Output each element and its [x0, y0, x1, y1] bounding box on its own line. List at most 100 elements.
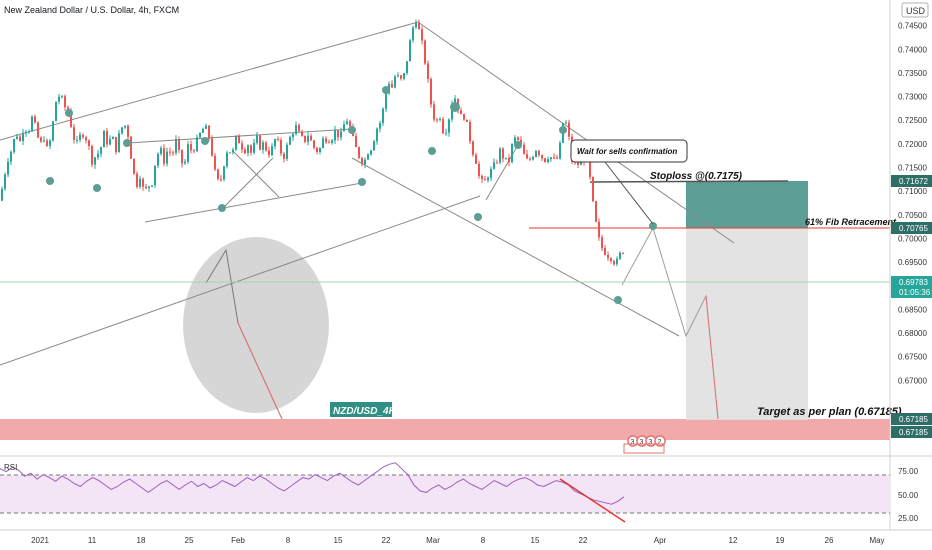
candle-body: [511, 144, 513, 163]
candle-body: [409, 40, 411, 62]
candle-body: [292, 133, 294, 138]
candle-body: [427, 63, 429, 79]
candle-body: [136, 173, 138, 187]
candle-body: [214, 155, 216, 170]
candle-body: [235, 135, 237, 150]
candle-body: [232, 149, 234, 153]
stoploss-line: [589, 180, 789, 183]
candle-body: [253, 142, 255, 153]
candle-body: [160, 148, 162, 154]
candle-body: [298, 125, 300, 132]
price-label-box: [891, 222, 932, 234]
time-tick: 2021: [31, 536, 49, 545]
time-tick: 8: [481, 536, 486, 545]
candle-body: [523, 144, 525, 155]
trade-box: [686, 228, 808, 420]
candle-body: [349, 121, 351, 127]
event-badge-label: 3: [649, 439, 653, 446]
price-tick: 0.73000: [898, 93, 927, 102]
candle-body: [10, 151, 12, 162]
candle-body: [55, 101, 57, 122]
price-tick: 0.71000: [898, 187, 927, 196]
candle-body: [505, 157, 507, 159]
pivot-marker: [358, 178, 366, 186]
candle-body: [367, 154, 369, 160]
candle-body: [355, 135, 357, 148]
candle-body: [265, 142, 267, 151]
candle-body: [622, 252, 624, 254]
candle-body: [130, 136, 132, 159]
target-label: Target as per plan (0.67185): [757, 406, 902, 418]
candle-body: [418, 22, 420, 30]
candle-body: [220, 178, 222, 180]
candle-body: [475, 154, 477, 164]
candle-body: [397, 75, 399, 77]
candle-body: [124, 125, 126, 128]
candle-body: [595, 201, 597, 222]
candle-body: [442, 118, 444, 134]
time-axis: 2021 11 18 25 Feb 8 15 22 Mar 8 15 22 Apr 12 19 26 May: [31, 536, 884, 545]
candle-body: [274, 139, 276, 147]
candle-body: [19, 136, 21, 142]
candle-body: [115, 136, 117, 153]
rsi-tick: 50.00: [898, 491, 919, 500]
currency-badge-box[interactable]: [901, 2, 929, 18]
candle-body: [70, 111, 72, 128]
candle-body: [301, 131, 303, 136]
candle-body: [424, 40, 426, 64]
candle-body: [49, 140, 51, 146]
candle-body: [331, 140, 333, 143]
candle-body: [601, 237, 603, 249]
time-tick: 19: [776, 536, 785, 545]
candle-body: [364, 159, 366, 165]
candle-body: [499, 148, 501, 163]
current-price: 0.69783: [899, 278, 928, 287]
candle-body: [577, 161, 579, 165]
candle-body: [118, 133, 120, 153]
candle-body: [370, 150, 372, 155]
candle-body: [16, 136, 18, 139]
candle-body: [385, 93, 387, 109]
candle-body: [460, 110, 462, 115]
candle-body: [157, 153, 159, 166]
candle-body: [4, 174, 6, 189]
candle-body: [445, 132, 447, 134]
time-tick: 8: [286, 536, 291, 545]
price-tick: 0.70500: [898, 211, 927, 220]
pivot-marker: [46, 177, 54, 185]
candle-body: [553, 157, 555, 159]
pivot-marker: [614, 296, 622, 304]
candle-body: [61, 96, 63, 98]
candle-body: [259, 135, 261, 150]
candle-body: [478, 163, 480, 176]
candle-body: [46, 140, 48, 146]
time-tick: 11: [88, 536, 97, 545]
trend-lines: [0, 21, 735, 366]
candle-body: [403, 73, 405, 79]
pair-tag: NZD/USD_4HR: [333, 406, 404, 417]
candle-body: [1, 188, 3, 201]
price-label-box: [891, 175, 932, 187]
candle-body: [184, 161, 186, 164]
candle-body: [109, 138, 111, 145]
time-tick: May: [869, 536, 884, 545]
pattern-circle: [183, 237, 329, 413]
candle-body: [616, 258, 618, 265]
candle-body: [544, 158, 546, 163]
candle-body: [211, 138, 213, 156]
candle-body: [343, 124, 345, 132]
rsi-trendline: [559, 478, 626, 523]
candle-body: [139, 178, 141, 187]
price-tick: 0.70000: [898, 234, 927, 243]
candle-body: [469, 121, 471, 142]
candle-body: [604, 248, 606, 255]
pivot-marker: [649, 222, 657, 230]
pivot-marker: [514, 141, 522, 149]
candle-body: [91, 146, 93, 165]
time-tick: 15: [531, 536, 540, 545]
candle-body: [436, 119, 438, 121]
candle-body: [202, 128, 204, 133]
candle-body: [514, 137, 516, 145]
